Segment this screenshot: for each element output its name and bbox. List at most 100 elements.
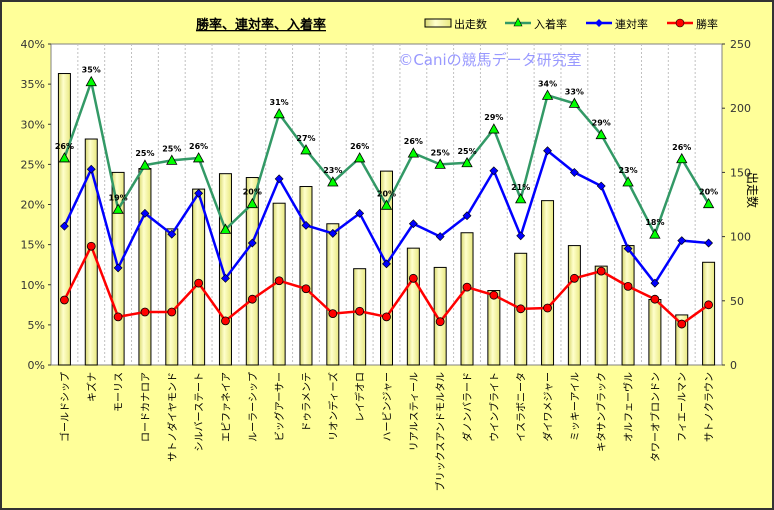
data-label: 26% bbox=[404, 137, 423, 146]
left-tick-label: 0% bbox=[28, 359, 45, 372]
point-triangle bbox=[139, 159, 151, 170]
x-tick-label: ウインブライト bbox=[488, 372, 501, 442]
point-diamond bbox=[274, 174, 284, 184]
data-label: 26% bbox=[350, 142, 369, 151]
x-tick-label: サトノクラウン bbox=[704, 372, 716, 442]
left-tick-label: 25% bbox=[21, 158, 45, 171]
point-triangle bbox=[353, 152, 366, 163]
bar-出走数 bbox=[594, 265, 608, 366]
legend-label: 出走数 bbox=[454, 17, 487, 31]
data-label: 23% bbox=[618, 166, 637, 175]
data-label: 26% bbox=[55, 142, 74, 151]
x-tick-label: モーリス bbox=[114, 372, 125, 412]
x-tick-label: ダノンバラード bbox=[461, 372, 474, 442]
bar-出走数 bbox=[218, 173, 232, 366]
point-circle bbox=[569, 273, 579, 283]
left-tick-label: 20% bbox=[21, 199, 45, 212]
bar-出走数 bbox=[165, 228, 179, 366]
point-triangle bbox=[622, 176, 634, 187]
data-label: 25% bbox=[162, 144, 181, 153]
legend-circle-icon bbox=[675, 18, 685, 28]
legend: 出走数 入着率 連対率 勝率 bbox=[424, 17, 718, 31]
right-tick-label: 100 bbox=[730, 231, 751, 244]
point-circle bbox=[60, 295, 69, 305]
right-tick-label: 150 bbox=[730, 166, 751, 179]
point-diamond bbox=[247, 238, 257, 248]
left-tick-label: 15% bbox=[21, 239, 45, 252]
left-tick-label: 35% bbox=[21, 78, 45, 91]
right-axis-label: 出走数 bbox=[745, 172, 760, 208]
point-triangle bbox=[85, 75, 97, 87]
x-tick-label: ブリックスアンドモルタル bbox=[434, 372, 447, 491]
x-tick-label: ゴールドシップ bbox=[58, 372, 71, 442]
data-label: 20% bbox=[377, 189, 396, 198]
point-diamond bbox=[435, 232, 445, 242]
point-triangle bbox=[327, 176, 339, 187]
data-label: 34% bbox=[538, 79, 557, 88]
data-label: 19% bbox=[109, 193, 128, 202]
legend-triangle-icon bbox=[513, 17, 523, 27]
point-circle bbox=[704, 300, 713, 310]
data-label: 21% bbox=[511, 183, 530, 192]
point-circle bbox=[677, 319, 687, 329]
point-triangle bbox=[515, 193, 527, 204]
x-tick-label: フィエールマン bbox=[678, 372, 689, 442]
bar-出走数 bbox=[245, 177, 259, 366]
bar-出走数 bbox=[621, 245, 635, 366]
point-triangle bbox=[380, 199, 393, 210]
point-diamond bbox=[543, 146, 552, 156]
data-label: 20% bbox=[699, 188, 718, 197]
point-triangle bbox=[568, 97, 581, 108]
x-tick-label: エピファネイア bbox=[220, 372, 232, 442]
point-diamond bbox=[194, 188, 204, 198]
point-triangle bbox=[649, 228, 661, 239]
left-tick-label: 10% bbox=[21, 279, 45, 292]
right-tick-label: 0 bbox=[730, 359, 737, 372]
data-label: 29% bbox=[592, 119, 611, 128]
point-diamond bbox=[462, 211, 472, 221]
point-diamond bbox=[650, 278, 660, 288]
point-circle bbox=[435, 317, 445, 327]
point-diamond bbox=[623, 244, 633, 254]
data-label: 26% bbox=[189, 142, 208, 151]
bar-出走数 bbox=[138, 168, 152, 366]
legend-diamond-icon bbox=[595, 19, 603, 27]
point-circle bbox=[516, 304, 526, 314]
legend-label: 入着率 bbox=[534, 17, 567, 31]
legend-swatch-bar bbox=[424, 18, 452, 28]
x-tick-label: ミッキーアイル bbox=[570, 372, 581, 441]
point-circle bbox=[596, 266, 606, 276]
point-diamond bbox=[86, 164, 96, 174]
legend-label: 連対率 bbox=[615, 17, 648, 31]
point-triangle bbox=[595, 128, 607, 140]
right-tick-label: 50 bbox=[730, 295, 744, 308]
point-circle bbox=[86, 241, 96, 251]
x-tick-label: オルフェーヴル bbox=[622, 372, 635, 442]
x-tick-label: ハービンジャー bbox=[382, 372, 394, 442]
point-triangle bbox=[488, 123, 500, 134]
point-triangle bbox=[192, 152, 205, 163]
bar-出走数 bbox=[192, 188, 206, 366]
bar-出走数 bbox=[541, 200, 555, 366]
point-circle bbox=[462, 282, 472, 292]
point-diamond bbox=[704, 238, 714, 248]
x-tick-label: キズナ bbox=[85, 372, 98, 402]
point-circle bbox=[140, 307, 150, 317]
point-triangle bbox=[219, 223, 232, 234]
bar-出走数 bbox=[487, 290, 501, 366]
point-triangle bbox=[166, 154, 178, 165]
x-tick-label: ビッグアーサー bbox=[273, 372, 286, 441]
data-label: 23% bbox=[323, 166, 342, 175]
point-triangle bbox=[246, 197, 258, 209]
data-label: 25% bbox=[457, 147, 476, 156]
point-diamond bbox=[301, 220, 311, 230]
point-circle bbox=[543, 303, 552, 313]
bar-出走数 bbox=[406, 247, 420, 366]
bar-出走数 bbox=[567, 245, 581, 366]
point-diamond bbox=[382, 259, 391, 269]
point-diamond bbox=[59, 221, 69, 231]
point-diamond bbox=[596, 181, 606, 191]
x-tick-label: シルバーステート bbox=[194, 372, 206, 452]
bar-出走数 bbox=[299, 186, 313, 366]
point-circle bbox=[221, 316, 230, 326]
